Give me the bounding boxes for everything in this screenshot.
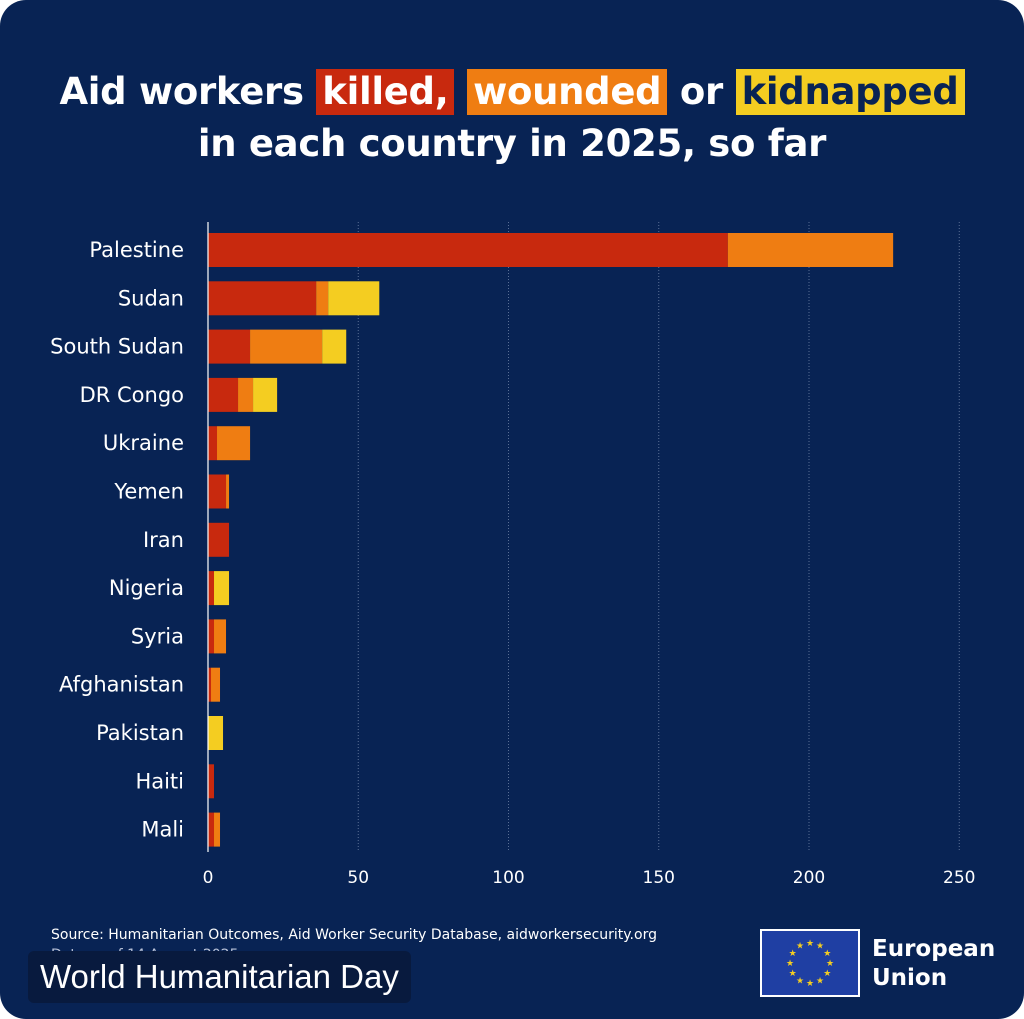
bar-chart: 0 50 100 150 200 250 Palestine Sudan South Sudan…	[50, 222, 975, 888]
title-kidnapped-highlight: kidnapped	[735, 69, 965, 115]
title-line-1: Aid workers killed, wounded or kidnapped	[0, 66, 1024, 118]
bar-south-sudan-kidnapped	[322, 329, 347, 364]
category-label-ukraine: Ukraine	[103, 431, 184, 455]
title-or: or	[679, 70, 723, 113]
category-label-mali: Mali	[141, 818, 184, 842]
eu-star-icon: ★	[796, 942, 804, 952]
bar-pakistan-kidnapped	[208, 716, 224, 750]
x-tick-label-0: 0	[203, 868, 214, 888]
world-humanitarian-day-label: World Humanitarian Day	[28, 951, 411, 1003]
category-label-sudan: Sudan	[118, 286, 184, 310]
bar-syria-killed	[208, 619, 215, 654]
eu-star-icon: ★	[826, 959, 834, 969]
bar-nigeria-killed	[208, 571, 215, 606]
eu-star-icon: ★	[789, 949, 797, 959]
category-label-iran: Iran	[143, 528, 184, 552]
eu-logo-line-1: European	[872, 936, 996, 962]
category-label-south-sudan: South Sudan	[50, 335, 184, 359]
category-label-afghanistan: Afghanistan	[59, 673, 184, 697]
bar-iran-killed	[208, 522, 230, 557]
eu-star-icon: ★	[796, 976, 804, 986]
bar-dr-congo-kidnapped	[253, 377, 278, 412]
title-prefix: Aid workers	[59, 70, 304, 113]
eu-star-icon: ★	[823, 949, 831, 959]
category-label-pakistan: Pakistan	[96, 721, 184, 745]
category-label-syria: Syria	[131, 624, 184, 648]
bar-afghanistan-wounded	[211, 667, 221, 702]
bar-yemen-killed	[208, 474, 227, 509]
bar-yemen-wounded	[226, 474, 230, 509]
title-line-2: in each country in 2025, so far	[197, 122, 827, 165]
bar-dr-congo-wounded	[238, 377, 254, 412]
eu-star-icon: ★	[806, 979, 814, 989]
x-tick-label-250: 250	[943, 868, 975, 888]
bar-sudan-kidnapped	[328, 281, 380, 316]
bar-afghanistan-killed	[208, 667, 212, 702]
eu-star-icon: ★	[816, 976, 824, 986]
x-tick-label-100: 100	[492, 868, 524, 888]
bar-palestine-killed	[208, 233, 728, 267]
category-label-yemen: Yemen	[113, 480, 184, 504]
bar-nigeria-kidnapped	[214, 571, 230, 606]
bar-dr-congo-killed	[208, 377, 239, 412]
bar-south-sudan-killed	[208, 329, 251, 364]
eu-logo-text: European Union	[872, 935, 995, 993]
category-label-haiti: Haiti	[135, 769, 184, 793]
eu-flag-icon: ★ ★ ★ ★ ★ ★ ★ ★ ★ ★ ★ ★	[760, 929, 860, 997]
category-label-nigeria: Nigeria	[109, 576, 184, 600]
bar-sudan-wounded	[316, 281, 329, 316]
eu-star-icon: ★	[816, 942, 824, 952]
bar-mali-wounded	[214, 812, 221, 847]
chart-title: Aid workers killed, wounded or kidnapped…	[0, 66, 1024, 170]
bar-palestine-wounded	[727, 233, 894, 267]
bar-sudan-killed	[208, 281, 317, 316]
x-tick-label-50: 50	[347, 868, 369, 888]
bar-mali-killed	[208, 812, 215, 847]
eu-star-icon: ★	[823, 969, 831, 979]
eu-star-icon: ★	[806, 939, 814, 949]
title-wounded-highlight: wounded	[467, 69, 668, 115]
bar-ukraine-wounded	[217, 426, 251, 461]
title-killed-highlight: killed,	[316, 69, 455, 115]
source-text: Source: Humanitarian Outcomes, Aid Worke…	[51, 927, 657, 943]
category-label-palestine: Palestine	[89, 238, 184, 262]
bar-haiti-killed	[208, 764, 215, 799]
eu-logo-line-2: Union	[872, 965, 948, 991]
category-label-dr-congo: DR Congo	[80, 383, 184, 407]
bar-south-sudan-wounded	[250, 329, 323, 364]
eu-stars-icon: ★ ★★★★★★★★★★★	[786, 939, 834, 989]
eu-star-icon: ★	[789, 969, 797, 979]
x-tick-label-200: 200	[793, 868, 825, 888]
bar-ukraine-killed	[208, 426, 218, 461]
eu-star-icon: ★	[786, 959, 794, 969]
bar-syria-wounded	[214, 619, 227, 654]
x-tick-label-150: 150	[643, 868, 675, 888]
